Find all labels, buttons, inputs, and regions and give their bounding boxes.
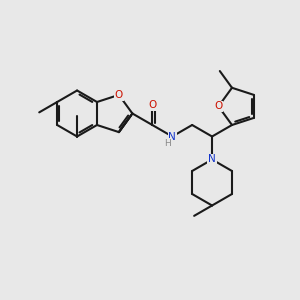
Text: N: N bbox=[168, 131, 176, 142]
Text: O: O bbox=[214, 101, 223, 111]
Text: O: O bbox=[148, 100, 156, 110]
Text: N: N bbox=[208, 154, 216, 164]
Text: H: H bbox=[164, 139, 171, 148]
Text: O: O bbox=[115, 90, 123, 100]
